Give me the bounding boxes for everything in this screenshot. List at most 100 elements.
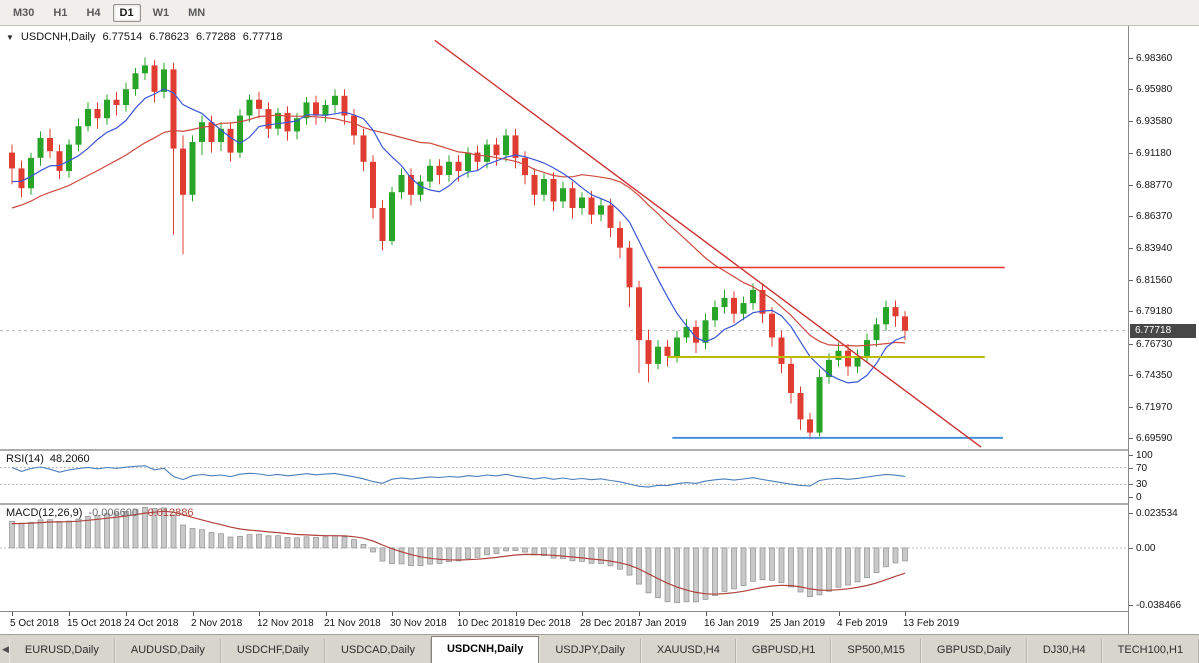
axis-tick [1129, 216, 1133, 217]
axis-tick [1129, 153, 1133, 154]
macd-axis-label: -0.038466 [1136, 600, 1182, 611]
axis-tick [1129, 121, 1133, 122]
panel-resize-handle[interactable] [0, 449, 1199, 451]
date-axis-label: 7 Jan 2019 [637, 618, 687, 629]
ohlc-low: 6.77288 [196, 31, 236, 43]
date-axis-label: 15 Oct 2018 [67, 618, 122, 629]
date-tick [126, 612, 127, 616]
chart-tab-dj30-h4[interactable]: DJ30,H4 [1026, 639, 1102, 663]
main-chart-panel[interactable]: ▼ USDCNH,Daily 6.77514 6.78623 6.77288 6… [0, 26, 1128, 449]
trendline[interactable] [434, 39, 982, 448]
timeframe-button-h1[interactable]: H1 [53, 6, 68, 19]
date-axis-label: 21 Nov 2018 [324, 618, 381, 629]
date-tick [839, 612, 840, 616]
axis-tick [1129, 89, 1133, 90]
axis-tick [1129, 484, 1133, 485]
timeframe-button-w1[interactable]: W1 [152, 6, 170, 19]
axis-tick [1129, 407, 1133, 408]
macd-name: MACD(12,26,9) [6, 507, 83, 519]
candlestick-plot[interactable] [0, 26, 1128, 449]
price-axis-label: 6.74350 [1136, 370, 1173, 381]
candles-group [9, 57, 908, 440]
axis-tick [1129, 605, 1133, 606]
timeframe-toolbar: M30 H1 H4 D1 W1 MN [0, 0, 1199, 26]
rsi-value: 48.2060 [49, 453, 90, 465]
date-tick [392, 612, 393, 616]
macd-axis-label: 0.023534 [1136, 508, 1178, 519]
chart-tab-tech100-h1[interactable]: TECH100,H1 [1101, 639, 1199, 663]
price-axis-label: 6.69590 [1136, 433, 1173, 444]
date-axis[interactable]: 5 Oct 2018 15 Oct 2018 24 Oct 2018 2 Nov 20… [0, 612, 1128, 634]
date-tick [905, 612, 906, 616]
symbol-dropdown-icon[interactable]: ▼ [6, 32, 14, 42]
date-tick [69, 612, 70, 616]
date-tick [772, 612, 773, 616]
price-axis-label: 6.95980 [1136, 84, 1173, 95]
rsi-label: RSI(14) 48.2060 [6, 453, 90, 465]
chart-tab-audusd-daily[interactable]: AUDUSD,Daily [114, 639, 221, 663]
date-axis-label: 30 Nov 2018 [390, 618, 447, 629]
time-axis-separator [0, 611, 1199, 612]
axis-tick [1129, 280, 1133, 281]
ma-fast-line[interactable] [11, 88, 906, 384]
ohlc-high: 6.78623 [149, 31, 190, 43]
axis-tick [1129, 185, 1133, 186]
timeframe-button-h4[interactable]: H4 [86, 6, 101, 19]
axis-tick [1129, 468, 1133, 469]
chart-tab-usdcnh-daily[interactable]: USDCNH,Daily [430, 636, 540, 663]
chart-tabs: EURUSD,Daily AUDUSD,Daily USDCHF,Daily USDC… [8, 636, 1199, 663]
date-axis-label: 24 Oct 2018 [124, 618, 179, 629]
price-axis[interactable]: 6.98360 6.95980 6.93580 6.91180 6.88770 6.863… [1128, 26, 1199, 634]
date-tick [326, 612, 327, 616]
timeframe-button-d1[interactable]: D1 [112, 3, 141, 22]
tab-scroll-left-button[interactable]: ◀ [2, 644, 9, 654]
rsi-panel[interactable]: RSI(14) 48.2060 [0, 451, 1128, 503]
price-axis-label: 6.83940 [1136, 243, 1173, 254]
date-axis-label: 19 Dec 2018 [514, 618, 571, 629]
rsi-axis-label: 70 [1136, 463, 1148, 474]
date-axis-label: 25 Jan 2019 [770, 618, 826, 629]
price-axis-label: 6.79180 [1136, 306, 1173, 317]
macd-plot[interactable] [0, 505, 1128, 611]
timeframe-button-mn[interactable]: MN [188, 6, 206, 19]
date-tick [639, 612, 640, 616]
chart-tab-bar: ◀ EURUSD,Daily AUDUSD,Daily USDCHF,Daily US… [0, 634, 1199, 663]
axis-tick [1129, 548, 1133, 549]
chart-tab-eurusd-daily[interactable]: EURUSD,Daily [8, 639, 115, 663]
timeframe-buttons: M30 H1 H4 D1 W1 MN [6, 3, 212, 22]
rsi-axis-label: 100 [1136, 450, 1153, 461]
price-axis-label: 6.98360 [1136, 53, 1173, 64]
chart-tab-usdcad-daily[interactable]: USDCAD,Daily [324, 639, 431, 663]
axis-tick [1129, 375, 1133, 376]
macd-signal-line [11, 510, 906, 595]
chart-tab-gbpusd-daily[interactable]: GBPUSD,Daily [920, 639, 1027, 663]
date-tick [193, 612, 194, 616]
date-tick [516, 612, 517, 616]
price-axis-label: 6.81560 [1136, 275, 1173, 286]
chart-tab-usdjpy-daily[interactable]: USDJPY,Daily [539, 639, 641, 663]
chart-tab-gbpusd-h1[interactable]: GBPUSD,H1 [735, 639, 832, 663]
rsi-axis-label: 0 [1136, 492, 1142, 503]
axis-tick [1129, 248, 1133, 249]
timeframe-button-m30[interactable]: M30 [13, 6, 35, 19]
chart-tab-xauusd-h4[interactable]: XAUUSD,H4 [640, 639, 736, 663]
chart-tab-usdchf-daily[interactable]: USDCHF,Daily [220, 639, 325, 663]
rsi-line [11, 465, 906, 488]
axis-tick [1129, 344, 1133, 345]
macd-label: MACD(12,26,9) -0.006600 -0.012886 [6, 507, 194, 519]
chart-symbol-label: USDCNH,Daily [20, 31, 96, 43]
macd-axis-label: 0.00 [1136, 543, 1156, 554]
macd-panel[interactable]: MACD(12,26,9) -0.006600 -0.012886 [0, 505, 1128, 611]
ma-slow-line[interactable] [11, 114, 906, 347]
price-axis-label: 6.91180 [1136, 148, 1172, 159]
axis-tick [1129, 497, 1133, 498]
macd-histogram [9, 506, 908, 604]
chart-tab-sp500-m15[interactable]: SP500,M15 [831, 639, 921, 663]
chart-title: ▼ USDCNH,Daily 6.77514 6.78623 6.77288 6… [6, 31, 283, 43]
date-tick [12, 612, 13, 616]
rsi-plot[interactable] [0, 451, 1128, 503]
price-axis-label: 6.88770 [1136, 180, 1173, 191]
price-axis-label: 6.71970 [1136, 402, 1173, 413]
panel-resize-handle[interactable] [0, 503, 1199, 505]
axis-tick [1129, 513, 1133, 514]
